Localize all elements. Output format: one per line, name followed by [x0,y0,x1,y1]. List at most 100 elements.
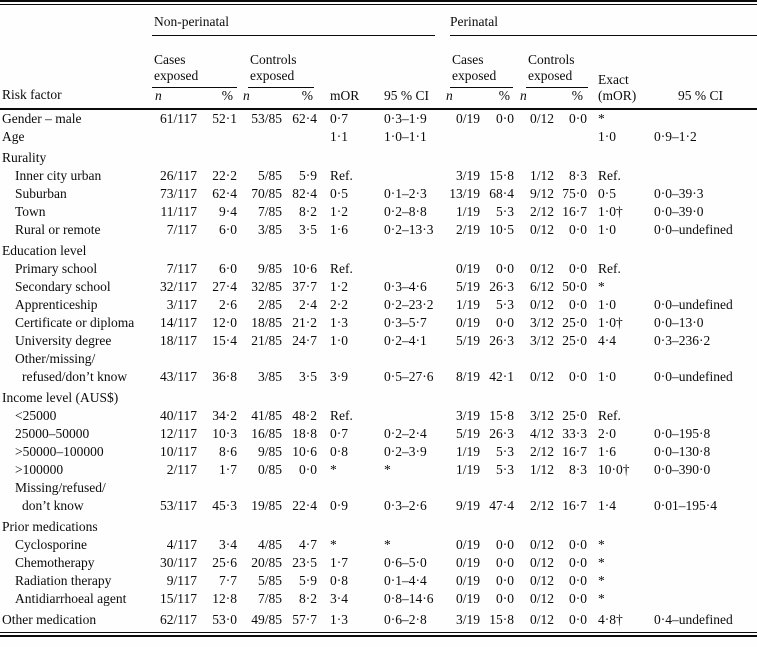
cell: 10·3 [212,426,237,441]
subgroup-header-controls-exposed: Controls exposed [517,36,590,88]
cell: 49/85 [251,612,282,627]
cell: 0·9 [330,498,348,513]
cell: 2/12 [530,204,555,219]
cell [320,146,380,167]
cell [650,515,757,536]
cell: 9/85 [257,444,282,459]
cell: 15·4 [212,333,237,348]
cell: 0·2–8·8 [384,204,427,219]
cell: 1·0 [598,369,617,384]
cell: 2·6 [219,297,237,312]
cell: 0·3–236·2 [654,333,711,348]
cell [380,407,443,425]
cell: Ref. [598,168,621,183]
cell: 25·0 [562,333,588,348]
cell: 0/19 [456,555,481,570]
column-header-n: n [240,88,285,110]
cell: 25·6 [212,555,237,570]
cell: 1·7 [219,462,237,477]
cell: 0/85 [257,462,282,477]
group-header-perinatal: Perinatal [443,5,757,36]
cell: 0/19 [456,315,481,330]
section-row: Education level [0,239,757,260]
cell: 22·4 [292,498,317,513]
cell [285,239,320,260]
cell: 7/117 [166,261,197,276]
table-row: Inner city urban 26/117 22·2 5/85 5·9 Ref. 3/1… [0,167,757,185]
cell: 5/19 [456,333,481,348]
table-header: Risk factor Non-perinatal Perinatal Case… [0,5,757,110]
cell: 1·0† [598,315,623,330]
row-label: Income level (AUS$) [2,390,119,405]
cell: 3·4 [330,591,348,606]
cell [380,146,443,167]
column-header-exact-mor: Exact (mOR) [590,36,651,110]
cell: 1/19 [456,297,481,312]
group-header-non-perinatal: Non-perinatal [152,5,443,36]
cell: 1·2 [330,204,348,219]
cell: 0·01–195·4 [654,498,718,513]
column-header-pct: % [483,88,518,110]
cell: 21·2 [292,315,317,330]
cell [517,386,557,407]
cell [380,386,443,407]
cell: 8/19 [456,369,481,384]
row-label: Suburban [15,186,67,201]
cell: 4·8† [598,612,623,627]
cell: * [384,537,391,552]
cell: 0·0–undefined [654,222,733,237]
table-row: Rural or remote 7/117 6·0 3/85 3·5 1·6 0·2–13·… [0,221,757,239]
cell: 6/12 [530,279,555,294]
cell: 1/19 [456,462,481,477]
cell [152,146,200,167]
cell: 0/19 [456,261,481,276]
column-header-row: n % n % mOR 95 % CI n % n % 95 % CI [0,88,757,110]
row-label: Prior medications [2,519,98,534]
row-label: Age [2,129,25,144]
cell: Ref. [330,408,353,423]
cell: 18·8 [292,426,317,441]
cell: 21/85 [251,333,282,348]
cell: 1·2 [330,279,348,294]
row-label: Other medication [2,612,97,627]
cell: 48·2 [292,408,317,423]
cell: 3/85 [257,222,282,237]
cell: 14/117 [160,315,197,330]
cell: * [330,462,337,477]
cell: 0·2–23·2 [384,297,434,312]
cell: 0·0 [569,612,588,627]
cell: 1·4 [598,498,617,513]
cell [380,260,443,278]
cell: Ref. [330,261,353,276]
cell: 0·5–27·6 [384,369,434,384]
row-label: Radiation therapy [15,573,112,588]
cell: 26·3 [489,333,515,348]
cell: 0·0–undefined [654,369,733,384]
row-label: Rural or remote [15,222,101,237]
cell: 10·0† [598,462,630,477]
cell: * [598,573,605,588]
cell: 0·8–14·6 [384,591,434,606]
row-label: Apprenticeship [15,297,98,312]
cell: 23·5 [292,555,317,570]
cell: 3·5 [299,369,317,384]
cell: 0/12 [530,261,555,276]
cell: * [598,591,605,606]
cell: 2/117 [166,462,197,477]
cell: 19/85 [251,498,282,513]
cell: 0·3–5·7 [384,315,427,330]
cell: 2·4 [299,297,317,312]
cell: 2·0 [598,426,617,441]
cell: 5·3 [496,297,515,312]
cell: 6·0 [219,222,237,237]
cell: 3/85 [257,369,282,384]
cell: 7·7 [219,573,237,588]
cell [590,239,650,260]
cell: 0·0–39·3 [654,186,704,201]
cell: 41/85 [251,408,282,423]
cell [200,515,240,536]
row-label: Primary school [15,261,98,276]
cell: 1·7 [330,555,348,570]
cell: 2/12 [530,498,555,513]
cell: 0·1–4·4 [384,573,427,588]
